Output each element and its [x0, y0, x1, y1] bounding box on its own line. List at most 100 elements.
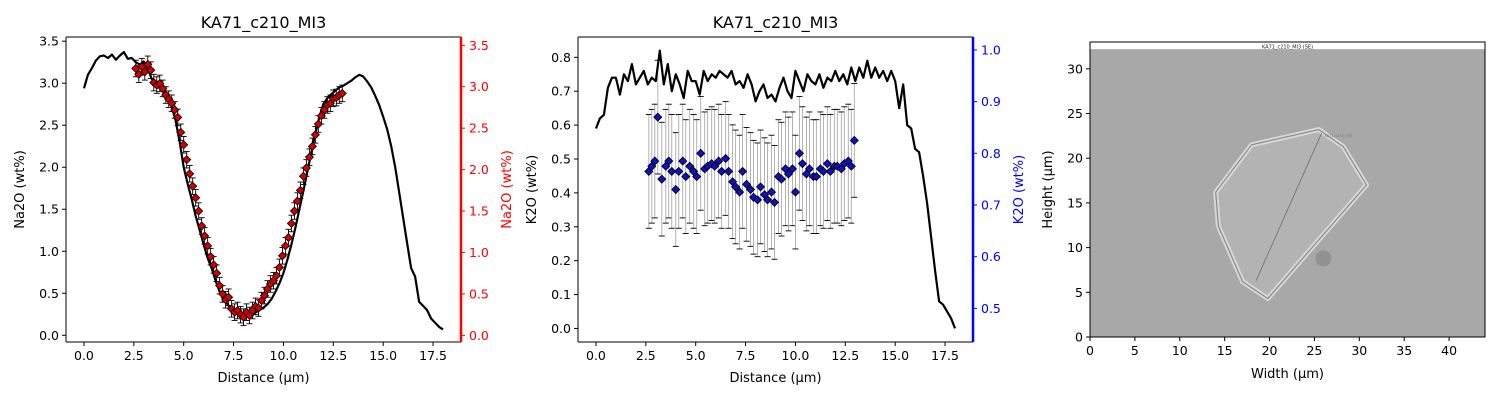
- data-point: [191, 193, 201, 203]
- data-point: [212, 268, 222, 278]
- data-point: [696, 148, 706, 158]
- data-point: [298, 171, 308, 181]
- data-point: [783, 169, 794, 179]
- data-point: [674, 166, 684, 176]
- data-point: [188, 181, 198, 191]
- y2-tick-label: 3.5: [469, 38, 489, 53]
- y-tick-label: 0.5: [551, 152, 571, 167]
- data-point: [846, 161, 856, 171]
- data-point: [657, 174, 667, 184]
- data-point: [752, 195, 763, 205]
- data-point: [776, 174, 787, 184]
- y-tick-label: 15: [1067, 195, 1083, 210]
- data-point: [731, 182, 741, 192]
- x-tick-label: 15.0: [881, 348, 909, 363]
- crystal-outline: [1215, 129, 1368, 300]
- data-point: [307, 141, 317, 151]
- y-tick-label: 10: [1067, 240, 1083, 255]
- y2-tick-label: 2.5: [469, 121, 489, 136]
- x-tick-label: 20: [1262, 343, 1278, 358]
- y-tick-label: 0.6: [551, 118, 571, 133]
- x-tick-label: 5.0: [174, 348, 194, 363]
- data-point: [653, 112, 663, 122]
- x-tick-label: 10.0: [270, 348, 298, 363]
- y2-tick-label: 0.7: [981, 198, 1001, 213]
- y-tick-label: 1.0: [39, 244, 59, 259]
- data-point: [158, 83, 168, 93]
- data-point: [755, 182, 766, 192]
- data-point: [797, 159, 807, 169]
- x-tick-label: 0: [1086, 343, 1094, 358]
- data-point: [685, 161, 695, 171]
- data-point: [176, 127, 186, 137]
- data-point: [200, 231, 210, 241]
- data-point: [194, 206, 204, 216]
- data-point: [724, 166, 734, 176]
- data-point: [197, 221, 207, 231]
- data-point: [811, 172, 821, 182]
- data-point: [714, 156, 724, 166]
- x-tick-label: 30: [1351, 343, 1367, 358]
- data-point: [313, 119, 323, 129]
- y-tick-label: 25: [1067, 106, 1083, 121]
- y2-axis-label: K2O (wt%): [1012, 155, 1027, 224]
- y-tick-label: 20: [1067, 151, 1083, 166]
- data-point: [825, 166, 835, 176]
- y-tick-label: 2.5: [39, 118, 59, 133]
- data-point: [794, 148, 805, 158]
- x-axis-label: Distance (µm): [729, 371, 821, 386]
- data-point: [203, 241, 213, 251]
- data-point: [301, 163, 311, 173]
- x-tick-label: 17.5: [931, 348, 959, 363]
- data-point: [762, 195, 773, 205]
- axis-frame: [1089, 41, 1486, 338]
- profile-trace: [1255, 133, 1322, 281]
- y2-tick-label: 1.0: [469, 245, 489, 260]
- y2-tick-label: 0.5: [981, 301, 1001, 316]
- data-point: [849, 135, 859, 145]
- data-point: [717, 166, 727, 176]
- y2-tick-label: 1.5: [469, 204, 489, 219]
- y-tick-label: 0.3: [551, 219, 571, 234]
- data-point: [678, 156, 688, 166]
- x-tick-label: 25: [1306, 343, 1322, 358]
- data-point: [289, 206, 299, 216]
- data-point: [167, 98, 177, 108]
- y2-tick-label: 1.0: [981, 42, 1001, 57]
- y2-tick-label: 0.9: [981, 94, 1001, 109]
- data-point: [721, 153, 731, 164]
- profile-label: KA71_c210_MI3: [1325, 134, 1352, 138]
- data-point: [745, 184, 756, 195]
- data-point: [822, 159, 832, 169]
- data-point: [253, 303, 264, 313]
- data-point: [337, 88, 347, 98]
- data-point: [790, 187, 801, 197]
- y-tick-label: 2.0: [39, 160, 59, 175]
- y-tick-label: 3.0: [39, 76, 59, 91]
- data-point: [146, 65, 156, 75]
- x-tick-label: 7.5: [736, 348, 756, 363]
- x-tick-label: 10: [1172, 343, 1188, 358]
- x-tick-label: 7.5: [224, 348, 244, 363]
- na2o-profile-panel: KA71_c210_MI3 0.0 2.5 5.0 7.5 10.0 12.5 15.0 17.…: [13, 13, 515, 386]
- data-point: [735, 187, 745, 197]
- data-point: [271, 271, 282, 281]
- data-point: [295, 185, 305, 195]
- data-point: [310, 130, 320, 140]
- x-tick-label: 0.0: [586, 348, 606, 363]
- x-axis-label: Distance (µm): [217, 371, 309, 386]
- data-point: [280, 241, 291, 251]
- x-tick-label: 10.0: [782, 348, 810, 363]
- x-tick-label: 2.5: [124, 348, 144, 363]
- data-point: [769, 197, 780, 207]
- y2-tick-label: 0.8: [981, 146, 1001, 161]
- caption-band: [1090, 42, 1485, 50]
- data-point: [224, 292, 234, 302]
- data-point: [185, 169, 195, 179]
- data-point: [667, 166, 677, 176]
- data-point: [182, 155, 192, 165]
- y2-tick-label: 0.6: [981, 249, 1001, 264]
- data-point: [283, 233, 294, 243]
- data-point: [209, 260, 219, 270]
